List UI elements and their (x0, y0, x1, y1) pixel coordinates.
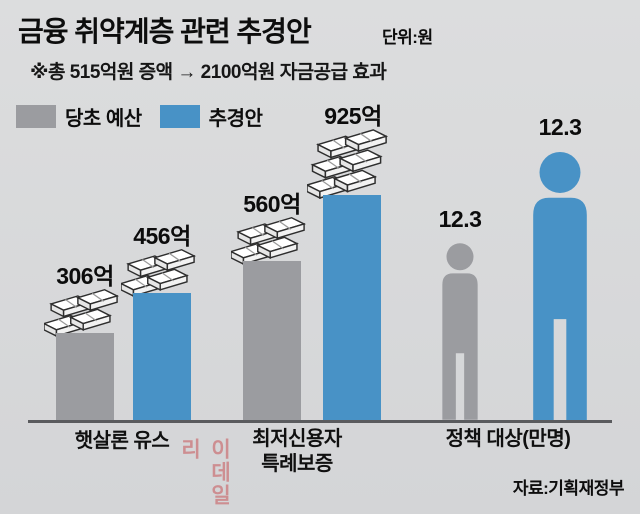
value-label-group3-supplementary: 12.3 (538, 114, 582, 140)
legend-label-original-budget: 당초 예산 (65, 108, 142, 130)
person-icon-supplementary (533, 152, 587, 420)
value-label-group2-supplementary: 925억 (324, 103, 382, 129)
value-label-group1-supplementary: 456억 (133, 223, 191, 249)
money-stack-icon (121, 249, 195, 297)
legend-swatch-supplementary (159, 105, 200, 128)
category-label-group2: 최저신용자 특례보증 (217, 427, 377, 477)
value-label-group1-original: 306억 (56, 263, 114, 289)
chart-title: 금융 취약계층 관련 추경안 (18, 16, 312, 47)
x-axis-baseline (28, 420, 612, 423)
value-label-group3-original: 12.3 (438, 206, 482, 232)
legend-label-supplementary: 추경안 (208, 108, 263, 130)
unit-label: 단위:원 (382, 28, 433, 47)
money-stack-icon (231, 217, 305, 265)
person-icon-original (442, 243, 478, 420)
legend: 당초 예산 추경안 (16, 102, 263, 131)
source-credit: 자료:기획재정부 (512, 479, 625, 498)
bar-group2-supplementary (323, 195, 381, 420)
watermark: 이데일리 (178, 438, 231, 507)
money-stack-icon (307, 129, 387, 199)
subtitle-note: ※총 515억원 증액 → 2100억원 자금공급 효과 (30, 62, 387, 83)
category-label-group2-line2: 특례보증 (261, 453, 333, 475)
bar-group1-original (56, 333, 114, 420)
money-stack-icon (44, 289, 118, 337)
bar-group1-supplementary (133, 293, 191, 420)
category-label-group3: 정책 대상(만명) (445, 428, 571, 450)
category-label-group1: 햇살론 유스 (74, 430, 170, 452)
legend-swatch-original-budget (16, 105, 56, 128)
value-label-group2-original: 560억 (243, 191, 301, 217)
bar-group2-original (243, 261, 301, 420)
category-label-group2-line1: 최저신용자 (252, 428, 342, 450)
